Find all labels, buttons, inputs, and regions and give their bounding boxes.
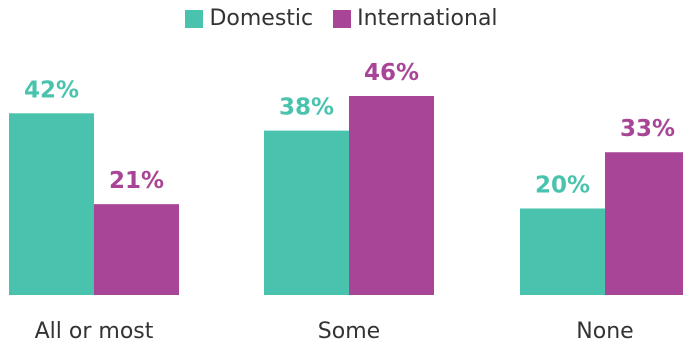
bar-domestic-1	[9, 113, 94, 295]
category-label-3: None	[576, 319, 633, 341]
legend-item-international: International	[333, 6, 498, 31]
category-label-2: Some	[318, 319, 380, 341]
data-label-international-3: 33%	[620, 116, 675, 142]
legend-swatch-international	[333, 9, 352, 28]
data-label-domestic-3: 20%	[535, 172, 590, 198]
data-label-international-2: 46%	[364, 60, 419, 86]
legend-label-international: International	[357, 6, 498, 31]
data-label-domestic-2: 38%	[279, 95, 334, 121]
legend-item-domestic: Domestic	[185, 6, 313, 31]
bar-domestic-3	[520, 208, 605, 295]
legend-label-domestic: Domestic	[209, 6, 314, 31]
bar-international-3	[605, 152, 683, 295]
category-label-1: All or most	[35, 319, 154, 341]
bar-domestic-2	[264, 130, 349, 295]
legend: Domestic International	[0, 6, 683, 31]
data-label-domestic-1: 42%	[24, 77, 79, 103]
bar-international-1	[94, 204, 179, 295]
data-label-international-1: 21%	[109, 168, 164, 194]
legend-swatch-domestic	[185, 9, 204, 28]
bar-international-2	[349, 96, 434, 295]
